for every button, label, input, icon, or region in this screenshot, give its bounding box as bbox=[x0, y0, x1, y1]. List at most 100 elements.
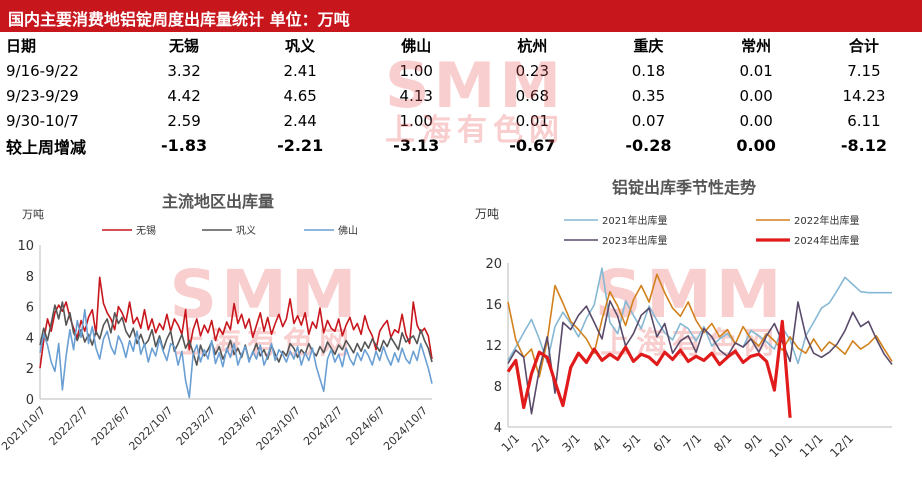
y-tick-label: 8 bbox=[494, 380, 502, 395]
y-axis-ticks: 4 8 12 16 20 bbox=[485, 257, 502, 436]
legend-label: 2023年出库量 bbox=[602, 234, 667, 247]
total-row: 较上周增减 -1.83 -2.21 -3.13 -0.67 -0.28 0.00… bbox=[0, 133, 922, 158]
x-tick-label: 10/1 bbox=[766, 431, 795, 460]
series-line bbox=[507, 273, 893, 378]
x-axis-ticks: 2021/10/72022/2/72022/6/72022/10/72023/2… bbox=[0, 404, 430, 453]
column-header: 常州 bbox=[741, 37, 772, 55]
x-tick-label: 8/1 bbox=[711, 431, 735, 455]
x-tick-label: 1/1 bbox=[499, 431, 523, 455]
legend-label: 巩义 bbox=[236, 225, 256, 237]
x-tick-label: 4/1 bbox=[590, 431, 614, 455]
table-cell: 14.23 bbox=[842, 86, 886, 105]
legend-label: 无锡 bbox=[136, 224, 156, 237]
x-tick-label: 2024/2/7 bbox=[301, 404, 345, 448]
table-cell: 2.59 bbox=[167, 111, 201, 130]
table-cell: 0.18 bbox=[631, 61, 666, 80]
series-lines bbox=[506, 267, 893, 418]
column-header: 佛山 bbox=[401, 37, 432, 55]
total-cell: -0.67 bbox=[509, 136, 556, 155]
table-cell: 9/23-9/29 bbox=[6, 86, 79, 105]
total-cell: -8.12 bbox=[840, 136, 887, 155]
legend-label: 佛山 bbox=[338, 224, 358, 237]
table-cell: 0.35 bbox=[631, 86, 666, 105]
x-tick-label: 5/1 bbox=[620, 431, 644, 455]
y-tick-label: 20 bbox=[485, 257, 502, 272]
table-cell: 4.65 bbox=[283, 86, 317, 105]
table-cell: 0.01 bbox=[515, 111, 550, 130]
x-tick-label: 6/1 bbox=[650, 431, 674, 455]
x-tick-label: 9/1 bbox=[741, 431, 765, 455]
table-cell: 2.41 bbox=[283, 61, 317, 80]
column-header: 杭州 bbox=[517, 37, 548, 55]
x-tick-label: 2024/10/7 bbox=[381, 404, 430, 453]
series-lines bbox=[39, 276, 433, 399]
table-cell: 0.07 bbox=[631, 111, 666, 130]
x-tick-label: 2/1 bbox=[529, 431, 553, 455]
y-tick-label: 8 bbox=[26, 270, 34, 285]
chart-legend: 2021年出库量 2022年出库量 2023年出库量 2024年出库量 bbox=[564, 214, 859, 247]
table-cell: 7.15 bbox=[847, 61, 881, 80]
series-line bbox=[506, 319, 792, 418]
x-tick-label: 2024/6/7 bbox=[344, 404, 388, 448]
table-cell: 6.11 bbox=[847, 111, 881, 130]
chart-title: 铝锭出库季节性走势 bbox=[612, 178, 756, 197]
x-tick-label: 2023/6/7 bbox=[216, 404, 260, 448]
series-line bbox=[39, 276, 433, 369]
y-tick-label: 4 bbox=[26, 331, 34, 346]
chart-title: 主流地区出库量 bbox=[162, 192, 274, 211]
chart-legend: 无锡 巩义 佛山 bbox=[102, 224, 358, 237]
x-tick-label: 2022/10/7 bbox=[126, 404, 175, 453]
total-cell: 0.00 bbox=[736, 136, 776, 155]
table-cell: 9/30-10/7 bbox=[6, 111, 79, 130]
plot-area bbox=[39, 245, 432, 400]
title-bar: 国内主要消费地铝锭周度出库量统计 单位：万吨 bbox=[0, 0, 922, 32]
table-cell: 2.44 bbox=[283, 111, 317, 130]
column-header: 日期 bbox=[6, 37, 37, 55]
x-axis-ticks: 1/1 2/1 3/1 4/1 5/1 6/1 7/1 8/1 9/1 10/1 11/1 12/1 bbox=[499, 431, 857, 460]
series-line bbox=[39, 308, 433, 399]
table-cell: 0.68 bbox=[515, 86, 550, 105]
x-tick-label: 3/1 bbox=[559, 431, 583, 455]
x-tick-label: 2022/6/7 bbox=[89, 404, 133, 448]
legend-label: 2022年出库量 bbox=[794, 214, 859, 227]
table-cell: 1.00 bbox=[399, 61, 433, 80]
x-tick-label: 2021/10/7 bbox=[0, 404, 48, 453]
table-row: 9/16-9/22 3.32 2.41 1.00 0.23 0.18 0.01 … bbox=[0, 58, 922, 83]
y-tick-label: 6 bbox=[26, 301, 34, 316]
x-tick-label: 11/1 bbox=[797, 431, 826, 460]
table-cell: 0.00 bbox=[739, 86, 773, 105]
x-tick-label: 7/1 bbox=[681, 431, 705, 455]
y-tick-label: 2 bbox=[26, 362, 34, 377]
stats-table: 日期 无锡 巩义 佛山 杭州 重庆 常州 合计 9/16-9/22 3.32 2… bbox=[0, 33, 922, 158]
table-cell: 4.13 bbox=[399, 86, 433, 105]
table-cell: 3.32 bbox=[167, 61, 201, 80]
table-cell: 1.00 bbox=[399, 111, 433, 130]
table-header-row: 日期 无锡 巩义 佛山 杭州 重庆 常州 合计 bbox=[0, 33, 922, 58]
x-tick-label: 2022/2/7 bbox=[46, 404, 90, 448]
table-cell: 9/16-9/22 bbox=[6, 61, 79, 80]
legend-label: 2024年出库量 bbox=[794, 234, 859, 247]
table-cell: 0.00 bbox=[739, 111, 773, 130]
series-line bbox=[507, 267, 892, 365]
total-label: 较上周增减 bbox=[6, 137, 87, 157]
seasonal-trend-chart: 铝锭出库季节性走势 万吨 4 8 12 16 20 1/1 2/1 3/1 4/1 5/1 6/1… bbox=[475, 178, 893, 460]
table-cell: 0.01 bbox=[739, 61, 773, 80]
y-tick-label: 4 bbox=[494, 421, 502, 436]
column-header: 无锡 bbox=[169, 37, 200, 55]
column-header: 重庆 bbox=[633, 37, 664, 55]
total-cell: -0.28 bbox=[625, 136, 672, 155]
total-cell: -1.83 bbox=[160, 136, 208, 155]
x-tick-label: 12/1 bbox=[827, 431, 856, 460]
legend-label: 2021年出库量 bbox=[602, 214, 667, 227]
table-row: 9/30-10/7 2.59 2.44 1.00 0.01 0.07 0.00 … bbox=[0, 108, 922, 133]
total-cell: -2.21 bbox=[277, 136, 324, 155]
y-axis-unit: 万吨 bbox=[22, 208, 44, 221]
y-axis-unit: 万吨 bbox=[475, 207, 499, 221]
table-row: 9/23-9/29 4.42 4.65 4.13 0.68 0.35 0.00 … bbox=[0, 83, 922, 108]
table-cell: 0.23 bbox=[515, 61, 550, 80]
y-tick-label: 10 bbox=[17, 239, 34, 254]
report-title: 国内主要消费地铝锭周度出库量统计 单位：万吨 bbox=[8, 10, 350, 29]
plot-area bbox=[507, 263, 892, 428]
x-tick-label: 2023/10/7 bbox=[254, 404, 303, 453]
column-header: 合计 bbox=[848, 37, 879, 55]
